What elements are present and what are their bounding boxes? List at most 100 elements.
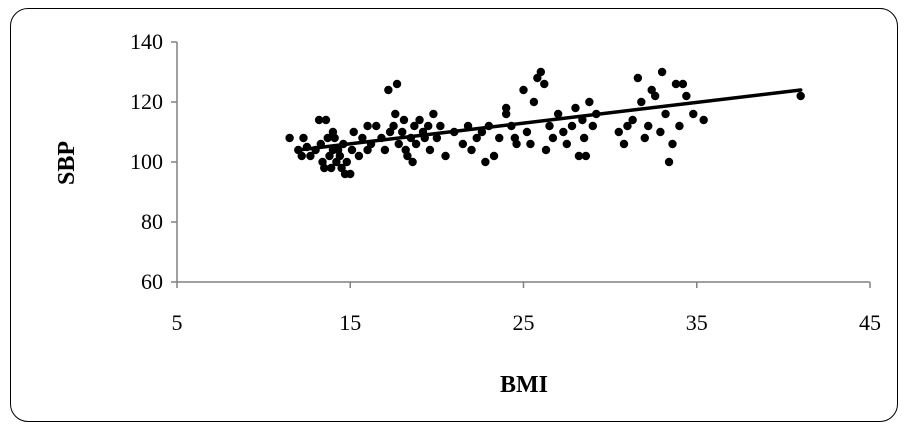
data-point xyxy=(335,151,345,161)
data-point xyxy=(380,145,390,155)
data-point xyxy=(512,139,521,149)
data-point xyxy=(501,103,511,113)
data-point xyxy=(699,115,708,125)
data-point xyxy=(581,151,591,161)
data-point xyxy=(394,139,403,149)
tick-labels: 60 80 100 120 140 5 15 25 35 45 xyxy=(130,29,881,335)
x-tick-label: 5 xyxy=(172,310,183,335)
data-point xyxy=(678,79,688,89)
x-tick-label: 35 xyxy=(686,310,708,335)
data-point xyxy=(519,85,528,95)
data-point xyxy=(675,121,684,131)
data-point xyxy=(495,133,504,143)
data-point xyxy=(668,139,677,149)
data-point xyxy=(579,133,589,143)
data-point xyxy=(321,115,331,125)
data-point xyxy=(536,67,546,77)
x-tick-label: 25 xyxy=(513,310,535,335)
data-point xyxy=(548,133,558,143)
data-point xyxy=(363,121,372,131)
data-point xyxy=(657,67,667,77)
data-point xyxy=(619,139,629,149)
data-point xyxy=(415,115,424,125)
data-point xyxy=(458,139,468,149)
data-point xyxy=(346,169,355,179)
y-axis-title: SBP xyxy=(54,141,80,185)
data-point xyxy=(391,109,400,119)
data-point xyxy=(664,157,674,167)
data-point xyxy=(372,121,381,131)
y-tick-label: 140 xyxy=(130,29,163,54)
data-point xyxy=(358,133,367,143)
data-point xyxy=(553,109,563,119)
data-point xyxy=(614,127,623,137)
data-point xyxy=(326,163,336,173)
data-point xyxy=(320,163,329,173)
data-points xyxy=(285,67,805,179)
data-point xyxy=(432,133,442,143)
data-point xyxy=(796,91,805,101)
data-point xyxy=(637,97,646,107)
data-point xyxy=(330,133,339,143)
data-point xyxy=(354,151,364,161)
data-point xyxy=(389,121,398,131)
data-point xyxy=(644,121,653,131)
data-point xyxy=(567,121,577,131)
axes xyxy=(171,41,871,288)
data-point xyxy=(571,103,580,113)
y-tick-label: 120 xyxy=(130,89,163,114)
data-point xyxy=(689,109,698,119)
x-axis-title: BMI xyxy=(500,372,548,398)
data-point xyxy=(285,133,294,143)
data-point xyxy=(559,127,568,137)
data-point xyxy=(501,109,511,119)
data-point xyxy=(650,91,660,101)
data-point xyxy=(661,109,670,119)
y-tick-label: 80 xyxy=(141,209,163,234)
data-point xyxy=(656,127,665,137)
data-point xyxy=(522,127,532,137)
data-point xyxy=(314,115,324,125)
data-point xyxy=(467,145,476,155)
data-point xyxy=(392,79,402,89)
data-point xyxy=(441,151,450,161)
data-point xyxy=(410,121,419,131)
data-point xyxy=(342,157,351,167)
chart-frame xyxy=(10,8,898,422)
data-point xyxy=(562,139,572,149)
data-point xyxy=(481,157,490,167)
data-point xyxy=(588,121,597,131)
data-point xyxy=(529,97,539,107)
data-point xyxy=(489,151,499,161)
data-point xyxy=(347,145,357,155)
data-point xyxy=(323,133,332,143)
data-point xyxy=(399,115,409,125)
x-tick-label: 15 xyxy=(339,310,361,335)
y-tick-label: 100 xyxy=(130,149,163,174)
data-point xyxy=(349,127,358,137)
data-point xyxy=(623,121,632,131)
data-point xyxy=(526,139,535,149)
data-point xyxy=(585,97,594,107)
data-point xyxy=(682,91,691,101)
data-point xyxy=(541,145,551,155)
data-point xyxy=(306,151,315,161)
data-point xyxy=(540,79,549,89)
x-tick-label: 45 xyxy=(859,310,881,335)
data-point xyxy=(640,133,649,143)
data-point xyxy=(436,121,445,131)
data-point xyxy=(472,133,481,143)
data-point xyxy=(671,79,681,89)
data-point xyxy=(403,151,412,161)
data-point xyxy=(425,145,435,155)
data-point xyxy=(297,151,306,161)
data-point xyxy=(411,139,421,149)
data-point xyxy=(424,121,433,131)
data-point xyxy=(633,73,643,83)
data-point xyxy=(398,127,407,137)
data-point xyxy=(384,85,393,95)
trendline-layer xyxy=(296,88,803,152)
data-point xyxy=(299,133,308,143)
data-point xyxy=(574,151,584,161)
